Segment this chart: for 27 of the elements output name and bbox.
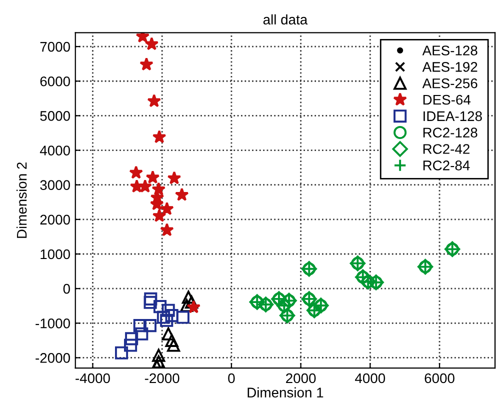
y-axis-title: Dimension 2 bbox=[16, 162, 27, 238]
y-tick-label: 0 bbox=[63, 284, 70, 294]
x-tick-label: 6000 bbox=[424, 373, 454, 384]
y-tick-label: 6000 bbox=[40, 76, 70, 86]
y-tick-label: -2000 bbox=[36, 353, 70, 363]
y-tick-label: 7000 bbox=[40, 42, 70, 52]
legend-label: AES-128 bbox=[422, 46, 478, 56]
legend-label: RC2-84 bbox=[423, 160, 470, 170]
x-tick-label: 0 bbox=[228, 373, 235, 384]
chart-title: all data bbox=[263, 14, 308, 25]
x-tick-label: 4000 bbox=[355, 373, 386, 384]
x-tick-label: -2000 bbox=[144, 373, 180, 384]
y-tick-label: -1000 bbox=[36, 318, 70, 328]
legend-label: DES-64 bbox=[423, 94, 471, 105]
legend-label: AES-192 bbox=[422, 62, 478, 72]
legend-label: RC2-128 bbox=[423, 128, 478, 138]
x-axis-title: Dimension 1 bbox=[248, 387, 324, 398]
x-tick-label: -4000 bbox=[76, 373, 110, 384]
legend-label: AES-256 bbox=[422, 78, 478, 88]
y-tick-label: 5000 bbox=[40, 111, 70, 121]
y-tick-label: 1000 bbox=[40, 249, 70, 260]
y-tick-label: 4000 bbox=[40, 146, 70, 156]
legend-label: IDEA-128 bbox=[424, 111, 482, 122]
y-tick-label: 2000 bbox=[40, 214, 70, 225]
legend-label: RC2-42 bbox=[423, 144, 470, 154]
y-tick-label: 3000 bbox=[40, 180, 70, 190]
x-tick-label: 2000 bbox=[286, 373, 316, 384]
